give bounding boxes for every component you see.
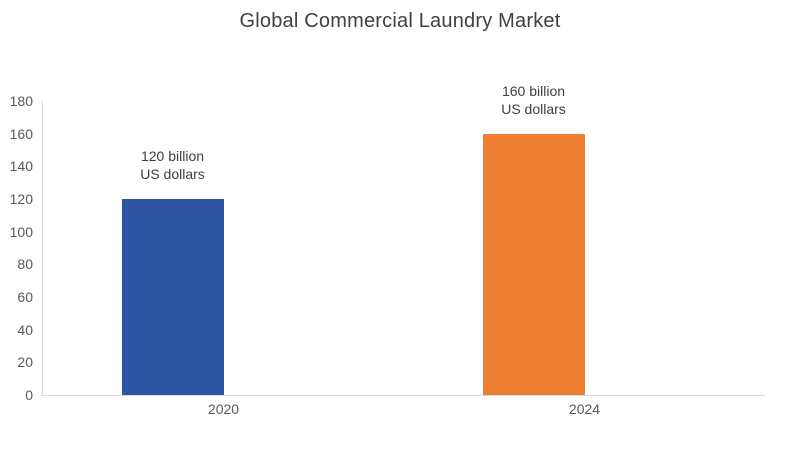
bar-2024 [482,133,585,395]
y-tick-label-40: 40 [17,321,33,338]
y-axis-line [42,101,43,396]
y-tick-label-80: 80 [17,256,33,273]
x-category-label-2020: 2020 [207,401,240,417]
x-category-label-2024: 2024 [568,401,601,417]
y-tick-label-180: 180 [9,93,33,109]
y-tick-label-20: 20 [17,354,33,371]
y-tick-label-60: 60 [17,289,33,305]
y-tick-label-100: 100 [9,223,33,240]
data-label-2020: 120 billion US dollars [140,148,205,182]
data-label-2024: 160 billion US dollars [501,82,566,117]
y-tick-label-140: 140 [9,158,33,175]
y-tick-label-0: 0 [25,387,33,403]
y-tick-label-160: 160 [9,125,33,142]
chart-title: Global Commercial Laundry Market [239,10,561,32]
x-axis-line [42,395,765,396]
y-tick-label-120: 120 [9,191,33,207]
bar-2020 [121,199,224,395]
